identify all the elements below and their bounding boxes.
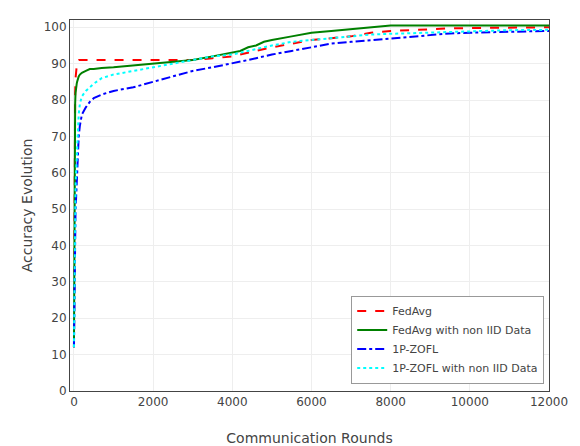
svg-text:2000: 2000 [138, 395, 169, 409]
svg-text:FedAvg: FedAvg [392, 305, 432, 318]
svg-text:Communication Rounds: Communication Rounds [226, 430, 392, 446]
svg-text:70: 70 [51, 130, 66, 144]
svg-text:100: 100 [44, 20, 67, 34]
svg-text:Accuracy Evolution: Accuracy Evolution [19, 139, 35, 273]
svg-text:12000: 12000 [530, 395, 568, 409]
svg-text:30: 30 [51, 275, 66, 289]
svg-text:4000: 4000 [217, 395, 248, 409]
svg-text:50: 50 [51, 202, 66, 216]
svg-text:90: 90 [51, 57, 66, 71]
svg-text:1P-ZOFL: 1P-ZOFL [392, 343, 439, 356]
svg-text:6000: 6000 [296, 395, 327, 409]
svg-text:60: 60 [51, 166, 66, 180]
svg-text:0: 0 [70, 395, 78, 409]
svg-text:FedAvg with non IID Data: FedAvg with non IID Data [392, 324, 531, 337]
svg-text:80: 80 [51, 93, 66, 107]
svg-text:1P-ZOFL with non IID Data: 1P-ZOFL with non IID Data [392, 362, 537, 375]
svg-text:0: 0 [59, 384, 67, 398]
svg-text:8000: 8000 [375, 395, 406, 409]
svg-text:10000: 10000 [451, 395, 489, 409]
svg-text:20: 20 [51, 311, 66, 325]
svg-text:10: 10 [51, 348, 66, 362]
svg-text:40: 40 [51, 239, 66, 253]
